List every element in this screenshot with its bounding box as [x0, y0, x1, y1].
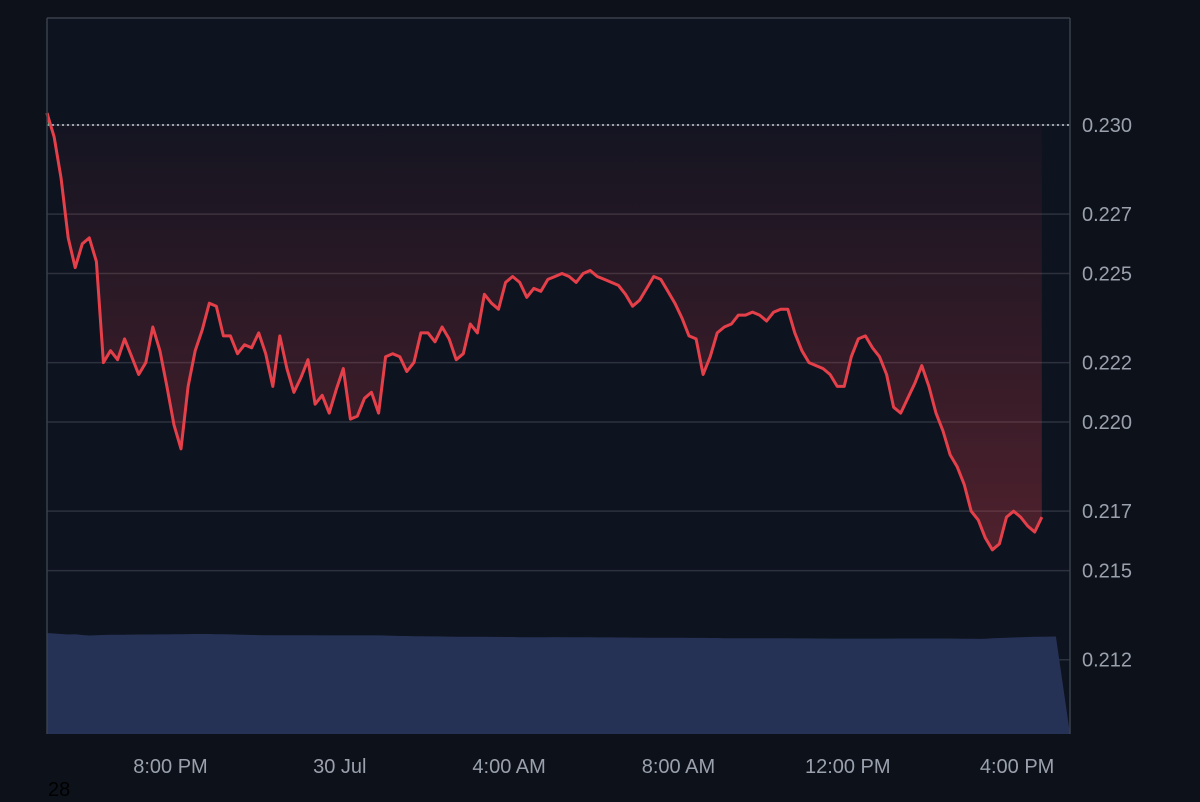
y-tick-label: 0.215 — [1082, 561, 1132, 583]
x-tick-label: 12:00 PM — [805, 756, 891, 778]
y-tick-label: 0.212 — [1082, 650, 1132, 672]
y-axis-ticks: 0.230 0.227 0.225 0.222 0.220 0.217 0.215 0.212 — [1082, 115, 1132, 672]
volume-area-shape — [47, 633, 1070, 734]
y-tick-label: 0.220 — [1082, 412, 1132, 434]
y-tick-label: 0.217 — [1082, 501, 1132, 523]
plot-frame — [46, 17, 1071, 734]
y-tick-label: 0.222 — [1082, 353, 1132, 375]
x-axis-ticks: 8:00 PM 30 Jul 4:00 AM 8:00 AM 12:00 PM 4:00 … — [133, 756, 1054, 778]
volume-area — [47, 633, 1070, 734]
y-tick-label: 0.225 — [1082, 264, 1132, 286]
corner-label: 28 — [48, 779, 71, 801]
y-tick-label: 0.227 — [1082, 204, 1132, 226]
x-tick-label: 30 Jul — [313, 756, 366, 778]
price-line — [45, 112, 1044, 552]
x-tick-label: 4:00 PM — [980, 756, 1054, 778]
drawdown-fill — [47, 125, 1042, 550]
x-tick-label: 8:00 AM — [642, 756, 715, 778]
x-tick-label: 4:00 AM — [472, 756, 545, 778]
y-tick-label: 0.230 — [1082, 115, 1132, 137]
x-tick-label: 8:00 PM — [133, 756, 207, 778]
